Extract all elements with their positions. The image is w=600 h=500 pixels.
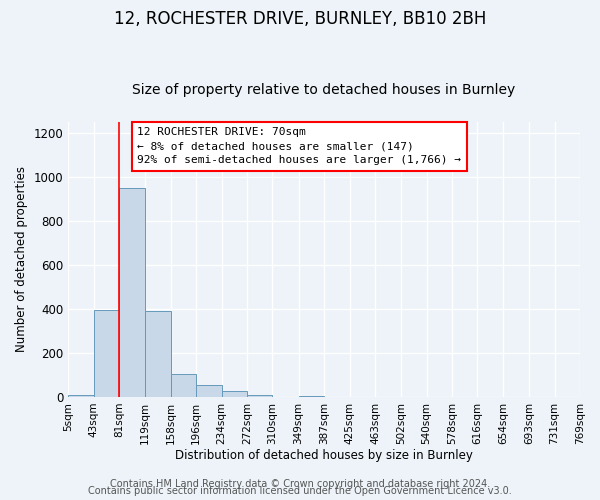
Bar <box>68 395 94 397</box>
Title: Size of property relative to detached houses in Burnley: Size of property relative to detached ho… <box>133 83 516 97</box>
Bar <box>94 310 119 397</box>
X-axis label: Distribution of detached houses by size in Burnley: Distribution of detached houses by size … <box>175 450 473 462</box>
Text: Contains public sector information licensed under the Open Government Licence v3: Contains public sector information licen… <box>88 486 512 496</box>
Text: Contains HM Land Registry data © Crown copyright and database right 2024.: Contains HM Land Registry data © Crown c… <box>110 479 490 489</box>
Bar <box>119 188 145 397</box>
Text: 12 ROCHESTER DRIVE: 70sqm
← 8% of detached houses are smaller (147)
92% of semi-: 12 ROCHESTER DRIVE: 70sqm ← 8% of detach… <box>137 128 461 166</box>
Y-axis label: Number of detached properties: Number of detached properties <box>15 166 28 352</box>
Bar <box>196 385 221 397</box>
Bar <box>299 396 324 397</box>
Bar <box>221 392 247 397</box>
Bar <box>145 311 170 397</box>
Text: 12, ROCHESTER DRIVE, BURNLEY, BB10 2BH: 12, ROCHESTER DRIVE, BURNLEY, BB10 2BH <box>114 10 486 28</box>
Bar <box>170 374 196 397</box>
Bar <box>247 395 272 397</box>
